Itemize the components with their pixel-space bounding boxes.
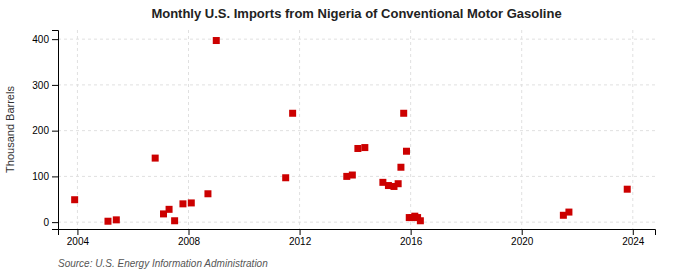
x-tick-mark	[300, 229, 301, 235]
y-tick-label: 0	[43, 217, 49, 228]
x-tick-label: 2012	[289, 236, 312, 247]
grid-line-y	[58, 176, 655, 177]
plot-area: 2004 2008 2012 2016 2020 2024 0 100 200 300 400	[32, 30, 655, 247]
x-tick: 2008	[178, 229, 201, 247]
point	[166, 206, 173, 213]
point	[354, 145, 361, 152]
grid-line-x	[410, 30, 411, 229]
point	[349, 172, 356, 179]
grid	[58, 30, 655, 229]
y-tick-mark	[52, 85, 58, 86]
y-tick: 0	[43, 217, 58, 228]
grid-line-x	[521, 30, 522, 229]
point	[188, 199, 195, 206]
point	[565, 209, 572, 216]
x-tick-mark	[411, 229, 412, 235]
grid-line-y	[58, 39, 655, 40]
x-tick-label: 2024	[622, 236, 645, 247]
x-tick-label: 2016	[400, 236, 423, 247]
point	[395, 180, 402, 187]
y-tick-mark	[52, 131, 58, 132]
y-tick: 400	[32, 34, 58, 45]
x-axis: 2004 2008 2012 2016 2020 2024	[59, 229, 656, 247]
grid-line-x	[299, 30, 300, 229]
point	[213, 37, 220, 44]
point	[179, 200, 186, 207]
x-tick: 2004	[67, 229, 90, 247]
y-tick-mark	[52, 176, 58, 177]
y-tick: 200	[32, 125, 58, 136]
source: Source: U.S. Energy Information Administ…	[58, 258, 268, 269]
grid-line-y	[58, 222, 655, 223]
x-tick: 2012	[289, 229, 312, 247]
point	[417, 217, 424, 224]
grid-line-x	[188, 30, 189, 229]
point	[289, 110, 296, 117]
x-tick-mark	[522, 229, 523, 235]
y-axis-line	[52, 31, 59, 230]
points	[71, 37, 631, 225]
y-tick-label: 300	[32, 80, 49, 91]
x-tick-label: 2004	[67, 236, 90, 247]
x-tick-mark	[633, 229, 634, 235]
y-axis-label: Thousand Barrels	[4, 86, 16, 173]
y-axis: 0 100 200 300 400	[32, 31, 58, 230]
y-tick-label: 400	[32, 34, 49, 45]
y-tick-label: 200	[32, 125, 49, 136]
x-tick-mark	[77, 229, 78, 235]
x-tick-label: 2020	[511, 236, 534, 247]
point	[71, 196, 78, 203]
y-tick-mark	[52, 39, 58, 40]
y-tick-label: 100	[32, 171, 49, 182]
x-tick: 2024	[622, 229, 645, 247]
grid-line-x	[632, 30, 633, 229]
chart: 2004 2008 2012 2016 2020 2024 0 100 200 300 400 Mon…	[0, 0, 675, 275]
point	[403, 148, 410, 155]
point	[104, 218, 111, 225]
x-tick: 2020	[511, 229, 534, 247]
point	[113, 216, 120, 223]
point	[397, 164, 404, 171]
point	[171, 217, 178, 224]
point	[361, 144, 368, 151]
grid-line-y	[58, 130, 655, 131]
y-tick: 100	[32, 171, 58, 182]
point	[152, 155, 159, 162]
x-tick-mark	[189, 229, 190, 235]
point	[282, 174, 289, 181]
x-tick: 2016	[400, 229, 423, 247]
point	[400, 110, 407, 117]
title: Monthly U.S. Imports from Nigeria of Con…	[151, 6, 561, 21]
point	[624, 186, 631, 193]
point	[204, 190, 211, 197]
grid-line-y	[58, 84, 655, 85]
y-tick-mark	[52, 222, 58, 223]
x-tick-label: 2008	[178, 236, 201, 247]
y-tick: 300	[32, 80, 58, 91]
x-axis-line	[59, 230, 656, 236]
